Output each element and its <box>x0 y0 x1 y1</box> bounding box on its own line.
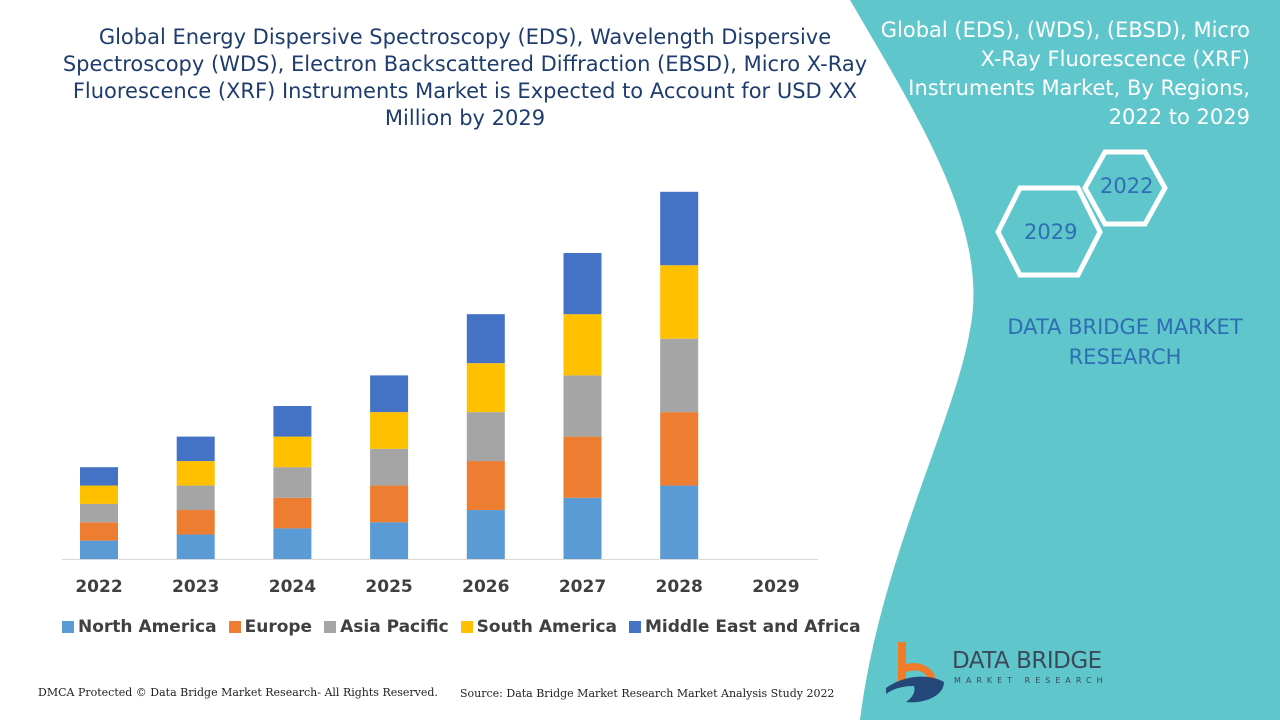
bar-segment-2025-south-america <box>370 412 409 449</box>
dmca-notice: DMCA Protected © Data Bridge Market Rese… <box>38 686 438 699</box>
bar-segment-2022-north-america <box>80 540 118 559</box>
data-bridge-logo-icon <box>886 642 944 703</box>
legend-label: North America <box>78 617 217 637</box>
legend-label: Europe <box>244 617 313 637</box>
legend-item: North America <box>62 617 217 637</box>
legend-swatch <box>460 621 473 633</box>
legend-item: Middle East and Africa <box>629 617 861 637</box>
bar-segment-2023-asia-pacific <box>176 485 215 511</box>
bar-segment-2026-europe <box>466 461 505 511</box>
x-tick-label: 2025 <box>365 577 412 597</box>
bar-segment-2024-asia-pacific <box>273 467 312 498</box>
bar-segment-2025-middle-east-and-africa <box>370 375 409 413</box>
panel-title: Global (EDS), (WDS), (EBSD), Micro X-Ray… <box>880 18 1250 129</box>
bar-segment-2028-south-america <box>660 265 699 339</box>
legend-swatch <box>629 621 641 633</box>
bar-segment-2026-south-america <box>466 363 505 413</box>
hexagon-2022-icon <box>1082 149 1168 227</box>
bar-segment-2022-middle-east-and-africa <box>80 467 118 486</box>
legend-item: Asia Pacific <box>324 617 449 637</box>
bar-segment-2023-middle-east-and-africa <box>176 436 215 462</box>
bar-segment-2027-south-america <box>563 314 602 376</box>
source-note: Source: Data Bridge Market Research Mark… <box>460 687 835 700</box>
page-title: Global Energy Dispersive Spectroscopy (E… <box>62 25 868 130</box>
legend-swatch <box>228 621 241 633</box>
x-tick-label: 2023 <box>172 577 219 597</box>
logo-subtext: MARKET RESEARCH <box>954 676 1108 685</box>
panel-brand: DATA BRIDGE MARKET RESEARCH <box>1007 315 1243 369</box>
bar-segment-2025-north-america <box>370 522 409 559</box>
bar-segment-2024-south-america <box>273 436 312 468</box>
x-tick-label: 2027 <box>559 577 606 597</box>
legend-item: South America <box>460 617 617 637</box>
bar-segment-2022-asia-pacific <box>80 503 118 523</box>
bar-segment-2028-north-america <box>660 485 699 559</box>
legend-swatch <box>324 621 337 633</box>
hexagon-2029-icon <box>995 185 1103 278</box>
bar-segment-2024-middle-east-and-africa <box>273 406 312 437</box>
bar-segment-2028-asia-pacific <box>660 338 699 413</box>
legend-label: Asia Pacific <box>340 617 449 637</box>
bar-segment-2026-asia-pacific <box>466 412 505 462</box>
x-tick-label: 2029 <box>752 577 799 597</box>
legend-label: Middle East and Africa <box>645 617 861 637</box>
hex-label-2029: 2029 <box>1024 220 1078 244</box>
bar-segment-2022-south-america <box>80 485 118 504</box>
x-tick-label: 2028 <box>656 577 703 597</box>
bar-segment-2027-asia-pacific <box>563 375 602 437</box>
hex-label-2022: 2022 <box>1100 174 1154 198</box>
logo-text: DATA BRIDGE <box>952 648 1102 674</box>
bar-segment-2024-north-america <box>273 528 312 559</box>
bar-segment-2026-middle-east-and-africa <box>466 314 505 364</box>
bar-segment-2027-europe <box>563 436 602 498</box>
legend-swatch <box>62 621 74 633</box>
bar-segment-2023-north-america <box>176 534 215 559</box>
bar-segment-2025-asia-pacific <box>370 448 409 486</box>
bar-segment-2022-europe <box>80 522 118 541</box>
bar-segment-2024-europe <box>273 497 312 529</box>
bar-segment-2028-middle-east-and-africa <box>660 191 699 266</box>
legend-label: South America <box>476 617 617 637</box>
bar-segment-2026-north-america <box>466 510 505 559</box>
x-tick-label: 2024 <box>269 577 316 597</box>
x-tick-label: 2026 <box>462 577 509 597</box>
bar-segment-2027-middle-east-and-africa <box>563 253 602 315</box>
bar-segment-2027-north-america <box>563 497 602 559</box>
legend-item: Europe <box>228 617 313 637</box>
bar-segment-2028-europe <box>660 412 699 486</box>
bar-segment-2023-south-america <box>176 461 215 486</box>
legend: North America Europe Asia Pacific South Ame… <box>62 617 861 637</box>
bar-segment-2023-europe <box>176 510 215 535</box>
bar-segment-2025-europe <box>370 485 409 523</box>
x-tick-label: 2022 <box>75 577 122 597</box>
